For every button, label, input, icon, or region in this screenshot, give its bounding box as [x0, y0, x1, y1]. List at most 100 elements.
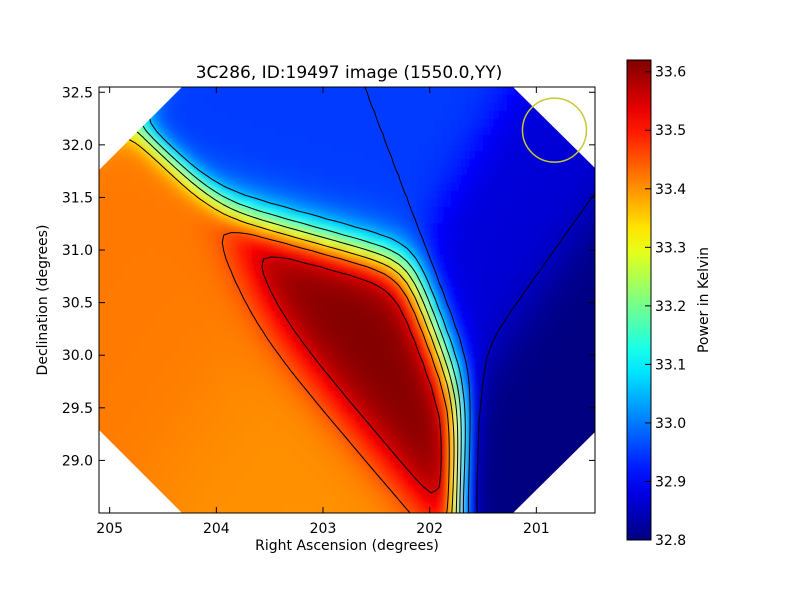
heatmap-cell: [251, 247, 260, 256]
heatmap-cell: [291, 511, 300, 513]
contour-segment: [220, 202, 224, 205]
heatmap-cell: [547, 231, 556, 240]
heatmap-cell: [163, 391, 172, 400]
heatmap-cell: [211, 447, 220, 456]
heatmap-cell: [275, 143, 284, 152]
heatmap-cell: [179, 239, 188, 248]
heatmap-cell: [291, 487, 300, 496]
contour-segment: [381, 234, 384, 237]
x-tick-label: 202: [416, 521, 443, 537]
heatmap-cell: [307, 167, 316, 176]
heatmap-cell: [395, 215, 404, 224]
heatmap-cell: [579, 319, 588, 328]
heatmap-cell: [379, 279, 388, 288]
heatmap-cell: [251, 183, 260, 192]
heatmap-cell: [307, 367, 316, 376]
heatmap-cell: [211, 423, 220, 432]
heatmap-cell: [259, 103, 268, 112]
heatmap-cell: [491, 455, 500, 464]
heatmap-cell: [419, 175, 428, 184]
contour-segment: [454, 398, 457, 404]
heatmap-cell: [115, 455, 124, 464]
heatmap-cell: [507, 383, 516, 392]
heatmap-cell: [235, 143, 244, 152]
heatmap-cell: [395, 207, 404, 216]
heatmap-cell: [427, 471, 436, 480]
heatmap-cell: [371, 439, 380, 448]
heatmap-cell: [515, 407, 524, 416]
heatmap-cell: [291, 279, 300, 288]
heatmap-cell: [531, 495, 540, 504]
heatmap-cell: [307, 343, 316, 352]
heatmap-cell: [115, 159, 124, 168]
heatmap-cell: [363, 383, 372, 392]
heatmap-cell: [299, 223, 308, 232]
heatmap-cell: [531, 391, 540, 400]
heatmap-cell: [603, 103, 612, 112]
heatmap-cell: [243, 167, 252, 176]
heatmap-cell: [579, 391, 588, 400]
heatmap-cell: [99, 231, 108, 240]
contour-segment: [377, 474, 384, 482]
heatmap-cell: [339, 319, 348, 328]
heatmap-cell: [275, 319, 284, 328]
contour-segment: [371, 106, 376, 114]
heatmap-cell: [403, 231, 412, 240]
heatmap-cell: [171, 391, 180, 400]
heatmap-cell: [379, 423, 388, 432]
heatmap-cell: [299, 87, 308, 96]
heatmap-cell: [435, 399, 444, 408]
heatmap-cell: [579, 279, 588, 288]
heatmap-cell: [203, 439, 212, 448]
heatmap-cell: [123, 119, 132, 128]
heatmap-cell: [267, 319, 276, 328]
heatmap-cell: [131, 87, 140, 96]
heatmap-cell: [579, 511, 588, 513]
heatmap-cell: [531, 471, 540, 480]
heatmap-cell: [491, 127, 500, 136]
heatmap-cell: [603, 207, 612, 216]
heatmap-cell: [387, 215, 396, 224]
heatmap-cell: [123, 103, 132, 112]
contour-segment: [214, 208, 219, 212]
heatmap-cell: [363, 495, 372, 504]
heatmap-cell: [443, 479, 452, 488]
heatmap-cell: [315, 495, 324, 504]
heatmap-cell: [355, 359, 364, 368]
heatmap-cell: [595, 95, 604, 104]
heatmap-cell: [523, 287, 532, 296]
heatmap-cell: [99, 239, 108, 248]
heatmap-cell: [139, 375, 148, 384]
heatmap-cell: [315, 399, 324, 408]
heatmap-cell: [291, 495, 300, 504]
heatmap-cell: [491, 391, 500, 400]
heatmap-cell: [275, 359, 284, 368]
heatmap-cell: [459, 247, 468, 256]
heatmap-cell: [155, 479, 164, 488]
heatmap-cell: [571, 287, 580, 296]
heatmap-cell: [107, 487, 116, 496]
heatmap-cell: [323, 399, 332, 408]
heatmap-cell: [451, 327, 460, 336]
heatmap-cell: [115, 335, 124, 344]
heatmap-cell: [107, 207, 116, 216]
heatmap-cell: [523, 423, 532, 432]
contour-segment: [334, 231, 344, 236]
heatmap-cell: [275, 103, 284, 112]
heatmap-cell: [211, 167, 220, 176]
heatmap-cell: [507, 231, 516, 240]
heatmap-cell: [171, 111, 180, 120]
heatmap-cell: [339, 351, 348, 360]
contour-segment: [126, 137, 129, 140]
heatmap-cell: [259, 215, 268, 224]
heatmap-cell: [235, 279, 244, 288]
contour-segment: [342, 242, 352, 246]
contour-segment: [310, 225, 316, 228]
heatmap-cell: [187, 407, 196, 416]
heatmap-cell: [155, 239, 164, 248]
heatmap-cell: [331, 167, 340, 176]
heatmap-cell: [363, 423, 372, 432]
heatmap-cell: [307, 215, 316, 224]
contour-segment: [316, 402, 320, 406]
heatmap-cell: [507, 471, 516, 480]
